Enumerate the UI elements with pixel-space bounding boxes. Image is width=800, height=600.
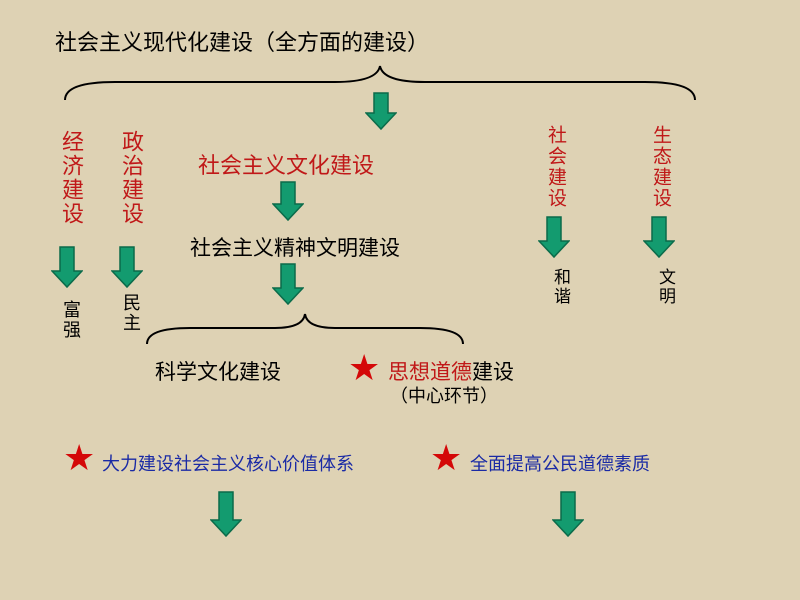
arrow-society: [538, 215, 570, 259]
split-right-sub: （中心环节）: [390, 382, 498, 408]
arrow-bottom-right: [552, 490, 584, 538]
arrow-bottom-left: [210, 490, 242, 538]
star-bottom-right: ★: [430, 440, 462, 476]
split-left-label: 科学文化建设: [155, 356, 281, 386]
bottom-left-label: 大力建设社会主义核心价值体系: [102, 450, 354, 476]
col-ecology-result: 文明: [653, 268, 678, 306]
star-bottom-left: ★: [63, 440, 95, 476]
arrow-politics: [111, 245, 143, 289]
arrow-culture: [272, 180, 304, 222]
arrow-economy: [51, 245, 83, 289]
split-right-a: 思想: [388, 360, 430, 384]
arrow-spirit: [272, 262, 304, 306]
col-culture-label: 社会主义文化建设: [198, 148, 374, 180]
split-right-b: 道德: [430, 360, 472, 384]
col-economy-label: 经济建设: [55, 130, 87, 226]
bottom-right-label: 全面提高公民道德素质: [470, 450, 650, 476]
col-politics-label: 政治建设: [115, 130, 147, 226]
spirit-label: 社会主义精神文明建设: [190, 232, 400, 262]
brace-mid: [135, 310, 475, 350]
col-society-result: 和谐: [548, 268, 573, 306]
arrow-ecology: [643, 215, 675, 259]
col-ecology-label: 生态建设: [647, 125, 674, 209]
diagram-title: 社会主义现代化建设（全方面的建设）: [55, 25, 429, 57]
col-society-label: 社会建设: [542, 125, 569, 209]
star-mid: ★: [348, 350, 380, 386]
arrow-top-center: [365, 91, 397, 131]
split-right-c: 建设: [472, 360, 514, 384]
col-economy-result: 富强: [58, 300, 84, 340]
